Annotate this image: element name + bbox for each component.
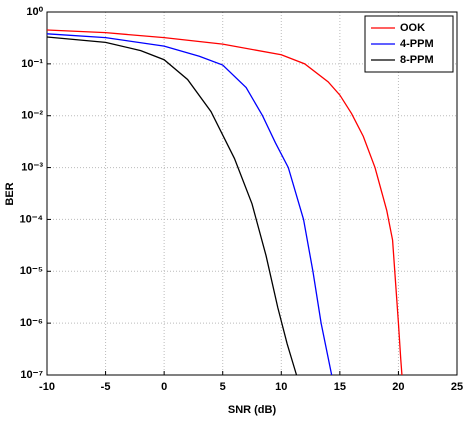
y-tick-label: 10⁰ bbox=[26, 6, 43, 18]
line bbox=[46, 29, 403, 376]
x-tick-label: 25 bbox=[451, 381, 463, 393]
y-tick-label: 10⁻¹ bbox=[21, 58, 43, 70]
line bbox=[46, 33, 333, 376]
x-tick-label: 10 bbox=[275, 381, 287, 393]
x-tick-label: 0 bbox=[161, 381, 167, 393]
y-tick-label: 10⁻⁶ bbox=[20, 317, 43, 329]
x-tick-label: 20 bbox=[392, 381, 404, 393]
line bbox=[46, 36, 298, 376]
x-tick-label: -5 bbox=[101, 381, 111, 393]
x-tick-label: -10 bbox=[39, 381, 55, 393]
x-axis-label: SNR (dB) bbox=[228, 404, 277, 416]
y-tick-label: 10⁻⁴ bbox=[20, 213, 43, 225]
legend-label: 4-PPM bbox=[400, 38, 434, 50]
x-tick-label: 15 bbox=[334, 381, 346, 393]
y-tick-label: 10⁻⁷ bbox=[20, 369, 43, 381]
y-tick-label: 10⁻⁵ bbox=[20, 265, 43, 277]
legend-label: 8-PPM bbox=[400, 54, 434, 66]
y-tick-label: 10⁻² bbox=[21, 110, 43, 122]
y-axis-label: BER bbox=[4, 182, 16, 205]
plot-frame bbox=[46, 11, 458, 376]
y-tick-label: 10⁻³ bbox=[21, 161, 43, 173]
x-tick-label: 5 bbox=[220, 381, 226, 393]
legend-label: OOK bbox=[400, 22, 425, 34]
